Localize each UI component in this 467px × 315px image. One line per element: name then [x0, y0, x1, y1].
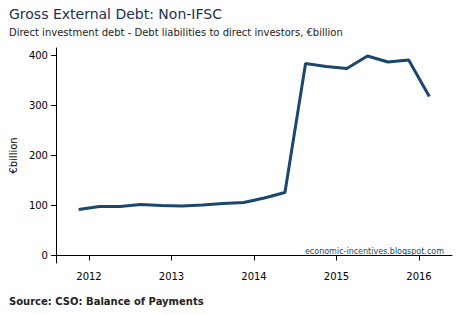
svg-text:0: 0: [42, 250, 48, 261]
svg-text:2015: 2015: [324, 271, 349, 282]
svg-text:2014: 2014: [241, 271, 266, 282]
svg-text:Source: CSO: Balance of Paymen: Source: CSO: Balance of Payments: [9, 296, 204, 307]
svg-text:economic-incentives.blogspot.c: economic-incentives.blogspot.com: [305, 247, 444, 256]
svg-text:2012: 2012: [76, 271, 101, 282]
svg-text:400: 400: [29, 50, 48, 61]
svg-text:€billion: €billion: [8, 137, 19, 173]
svg-text:100: 100: [29, 200, 48, 211]
svg-text:Direct investment debt - Debt: Direct investment debt - Debt liabilitie…: [9, 27, 343, 38]
svg-text:Gross External Debt: Non-IFSC: Gross External Debt: Non-IFSC: [9, 6, 222, 22]
svg-text:2016: 2016: [406, 271, 431, 282]
svg-text:300: 300: [29, 100, 48, 111]
svg-text:2013: 2013: [159, 271, 184, 282]
svg-text:200: 200: [29, 150, 48, 161]
